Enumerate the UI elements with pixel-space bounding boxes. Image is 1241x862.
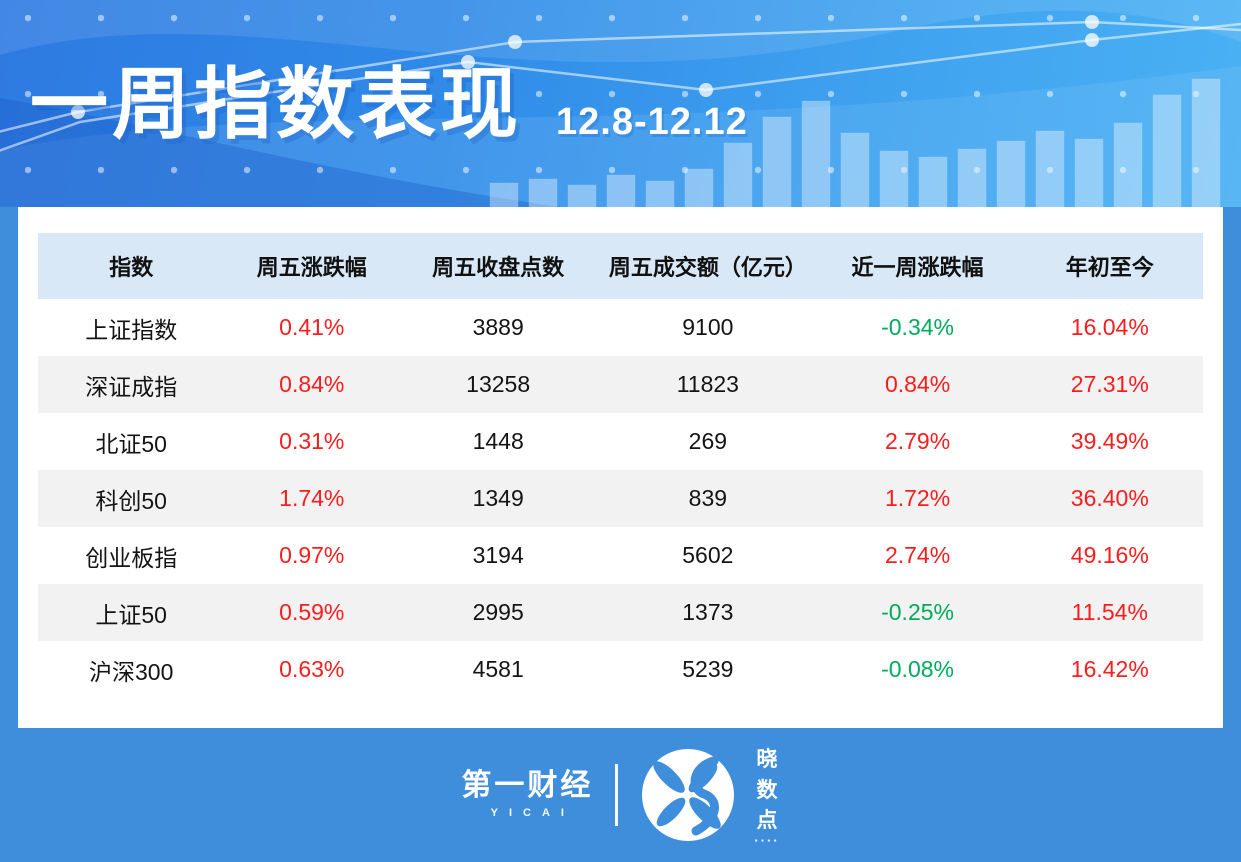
index-name: 上证50 [95, 601, 167, 628]
index-name: 科创50 [95, 487, 167, 514]
yicai-logo-cn: 第一财经 [461, 769, 594, 802]
ytd-change: 49.16% [1070, 542, 1149, 568]
table-header-row: 指数 周五涨跌幅 周五收盘点数 周五成交额（亿元） 近一周涨跌幅 年初至今 [38, 233, 1203, 299]
index-name: 创业板指 [85, 544, 178, 571]
fri-close: 2995 [472, 599, 524, 625]
week-change: -0.34% [881, 314, 954, 340]
week-change: 2.74% [884, 542, 951, 568]
week-change: -0.25% [881, 599, 954, 625]
table-row: 沪深300 0.63% 4581 5239 -0.08% 16.42% [38, 641, 1203, 698]
fri-turnover: 5602 [682, 542, 734, 568]
xiaoshudian-dots: ···· [754, 832, 780, 848]
footer: 第一财经 YICAI 晓数点 ···· [0, 728, 1241, 862]
fri-turnover: 9100 [682, 314, 734, 340]
fri-change: 0.97% [279, 542, 345, 568]
footer-divider [615, 764, 619, 826]
week-change: 1.72% [884, 485, 951, 511]
col-header-ytd: 年初至今 [1016, 233, 1203, 299]
banner-decoration [0, 0, 1241, 207]
table-row: 科创50 1.74% 1349 839 1.72% 36.40% [38, 470, 1203, 527]
ytd-change: 16.42% [1070, 656, 1149, 682]
fri-close: 4581 [472, 656, 524, 682]
table-row: 创业板指 0.97% 3194 5602 2.74% 49.16% [38, 527, 1203, 584]
table-row: 北证50 0.31% 1448 269 2.79% 39.49% [38, 413, 1203, 470]
col-header-fri-turnover: 周五成交额（亿元） [597, 233, 819, 299]
fri-change: 0.31% [279, 428, 345, 454]
index-name: 沪深300 [89, 658, 174, 685]
ytd-change: 39.49% [1070, 428, 1149, 454]
table-card: 指数 周五涨跌幅 周五收盘点数 周五成交额（亿元） 近一周涨跌幅 年初至今 上证… [18, 207, 1223, 728]
index-table: 指数 周五涨跌幅 周五收盘点数 周五成交额（亿元） 近一周涨跌幅 年初至今 上证… [38, 233, 1203, 698]
week-change: 2.79% [884, 428, 951, 454]
fri-close: 13258 [466, 371, 531, 397]
fri-change: 0.84% [279, 371, 345, 397]
table-row: 上证50 0.59% 2995 1373 -0.25% 11.54% [38, 584, 1203, 641]
table-row: 上证指数 0.41% 3889 9100 -0.34% 16.04% [38, 299, 1203, 356]
col-header-fri-change: 周五涨跌幅 [224, 233, 400, 299]
fri-change: 1.74% [279, 485, 345, 511]
fri-change: 0.63% [279, 656, 345, 682]
ytd-change: 36.40% [1070, 485, 1149, 511]
fri-turnover: 839 [688, 485, 728, 511]
fri-close: 3889 [472, 314, 524, 340]
ytd-change: 27.31% [1070, 371, 1149, 397]
page-title: 一周指数表现 [30, 59, 523, 148]
yicai-logo: 第一财经 YICAI [461, 769, 594, 820]
week-change: -0.08% [881, 656, 954, 682]
fri-change: 0.59% [279, 599, 345, 625]
col-header-fri-close: 周五收盘点数 [399, 233, 598, 299]
date-range: 12.8-12.12 [556, 101, 748, 143]
fri-close: 3194 [472, 542, 524, 568]
xiaoshudian-wordmark: 晓数点 ···· [754, 745, 780, 848]
ytd-change: 11.54% [1071, 599, 1148, 625]
xiaoshudian-logo-icon [642, 749, 735, 841]
fri-close: 1448 [472, 428, 524, 454]
index-name: 上证指数 [85, 316, 178, 343]
table-row: 深证成指 0.84% 13258 11823 0.84% 27.31% [38, 356, 1203, 413]
fri-change: 0.41% [279, 314, 345, 340]
fri-turnover: 5239 [682, 656, 734, 682]
col-header-index: 指数 [38, 233, 225, 299]
fri-close: 1349 [472, 485, 524, 511]
banner: 一周指数表现 12.8-12.12 [0, 0, 1241, 207]
index-name: 北证50 [95, 430, 167, 457]
ytd-change: 16.04% [1070, 314, 1149, 340]
col-header-week-change: 近一周涨跌幅 [818, 233, 1017, 299]
fri-turnover: 269 [688, 428, 728, 454]
fri-turnover: 1373 [682, 599, 734, 625]
week-change: 0.84% [884, 371, 951, 397]
xiaoshudian-text: 晓数点 [756, 748, 778, 833]
fri-turnover: 11823 [676, 371, 739, 397]
index-name: 深证成指 [85, 373, 178, 400]
yicai-logo-en: YICAI [490, 807, 575, 819]
